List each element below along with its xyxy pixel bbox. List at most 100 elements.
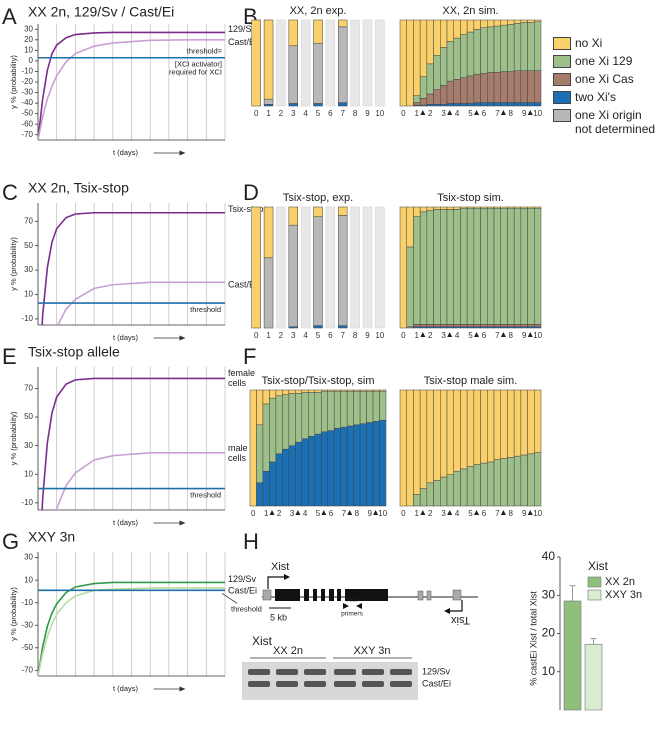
- time-marker: [474, 332, 480, 337]
- exon: [262, 589, 272, 601]
- bar-segment: [251, 19, 261, 107]
- bar-segment: [426, 19, 434, 65]
- y-tick-label: 70: [24, 216, 33, 225]
- bar-segment: [493, 19, 501, 27]
- bar-segment: [460, 77, 468, 104]
- empty-bar: [300, 19, 311, 107]
- x-tick-label: 0: [251, 509, 256, 518]
- gel-title: Xist: [252, 634, 273, 648]
- bar-segment: [507, 19, 515, 25]
- panel-label: C: [2, 180, 18, 205]
- bar-segment: [282, 448, 290, 507]
- y-tick-label: 30: [542, 587, 556, 601]
- bar-segment: [419, 211, 428, 325]
- x-tick-label: 9: [368, 509, 373, 518]
- empty-bar: [362, 206, 373, 329]
- series-label-box: female cells: [228, 368, 256, 389]
- bar-segment: [493, 206, 501, 209]
- tss-arrow: [450, 600, 463, 612]
- bar-segment: [399, 389, 407, 507]
- x-tick-label: 3: [290, 509, 295, 518]
- series-label: female cells: [228, 368, 256, 389]
- bar-segment: [473, 102, 481, 107]
- time-marker: [500, 510, 506, 515]
- bar-segment: [466, 324, 475, 328]
- x-tick-label: 0: [254, 109, 259, 118]
- bar-segment: [446, 389, 454, 475]
- x-tick-label: 6: [328, 109, 333, 118]
- bar-segment: [295, 393, 303, 443]
- y-tick-label: 20: [24, 35, 33, 44]
- bar-segment: [473, 389, 481, 465]
- x-tick-label: 5: [316, 509, 321, 518]
- x-tick-label: 0: [254, 331, 259, 340]
- chart-title: Tsix-stop/Tsix-stop, sim: [261, 375, 374, 387]
- bar-segment: [487, 102, 495, 107]
- bar-segment: [527, 19, 535, 23]
- bar-segment: [288, 45, 298, 104]
- x-tick-label: 1: [415, 331, 420, 340]
- bar-segment: [413, 494, 421, 507]
- band-label: Cast/Ei: [422, 678, 451, 688]
- bar-segment: [466, 207, 475, 325]
- bar-segment: [359, 390, 367, 424]
- bar-segment: [433, 209, 441, 325]
- bar-segment: [372, 390, 380, 422]
- bar-segment: [500, 102, 508, 107]
- legend-label: one Xi Cas: [575, 72, 634, 86]
- band: [276, 669, 298, 675]
- legend-label: XX 2n: [605, 576, 635, 588]
- panel-label: D: [243, 180, 259, 205]
- bar-segment: [359, 389, 367, 392]
- bar-segment: [413, 206, 421, 217]
- bar-segment: [353, 389, 361, 392]
- legend-label: XXY 3n: [605, 589, 642, 601]
- bar-segment: [327, 430, 335, 507]
- bar-segment: [314, 389, 322, 393]
- x-tick-label: 9: [365, 109, 370, 118]
- x-tick-label: 3: [441, 509, 446, 518]
- legend-title: Xist: [588, 559, 609, 573]
- time-marker: [527, 110, 533, 115]
- legend-label: one Xi origin not determined: [575, 108, 656, 136]
- x-axis-label: t (days): [113, 518, 139, 527]
- legend-entry: two Xi's: [553, 90, 659, 104]
- empty-bar: [375, 206, 385, 329]
- bar-segment: [453, 389, 461, 472]
- band: [334, 681, 356, 687]
- bar-segment: [493, 207, 501, 325]
- bar-segment: [446, 206, 454, 210]
- exon: [345, 589, 388, 601]
- annotation: [XCI activator]: [175, 60, 222, 69]
- time-marker: [474, 510, 480, 515]
- x-tick-label: 10: [375, 331, 384, 340]
- chart-title: XX 2n, 129/Sv / Cast/Ei: [28, 4, 174, 20]
- y-tick-label: -30: [21, 88, 33, 97]
- annotation: required for XCI: [169, 68, 222, 77]
- band: [362, 681, 384, 687]
- bar-segment: [440, 476, 448, 507]
- bar-segment: [419, 488, 428, 507]
- bar-segment: [433, 480, 441, 507]
- bar-segment: [433, 324, 441, 328]
- panel-label: G: [2, 529, 19, 554]
- x-axis-label: t (days): [113, 684, 139, 693]
- bar-segment: [520, 70, 528, 103]
- x-tick-label: 8: [509, 109, 514, 118]
- band: [362, 669, 384, 675]
- empty-bar: [375, 19, 385, 107]
- series-label: threshold: [190, 491, 221, 500]
- x-tick-label: 4: [303, 109, 308, 118]
- time-marker: [474, 110, 480, 115]
- bar-segment: [446, 474, 454, 507]
- bar-segment: [263, 206, 274, 259]
- bar-segment: [460, 324, 468, 328]
- x-tick-label: 4: [455, 331, 460, 340]
- bar-segment: [333, 390, 341, 429]
- bar-segment: [507, 206, 515, 209]
- bar-segment: [500, 207, 508, 325]
- x-tick-label: 4: [455, 509, 460, 518]
- bar-segment: [372, 389, 380, 392]
- x-tick-label: 10: [533, 331, 542, 340]
- x-tick-label: 2: [279, 331, 284, 340]
